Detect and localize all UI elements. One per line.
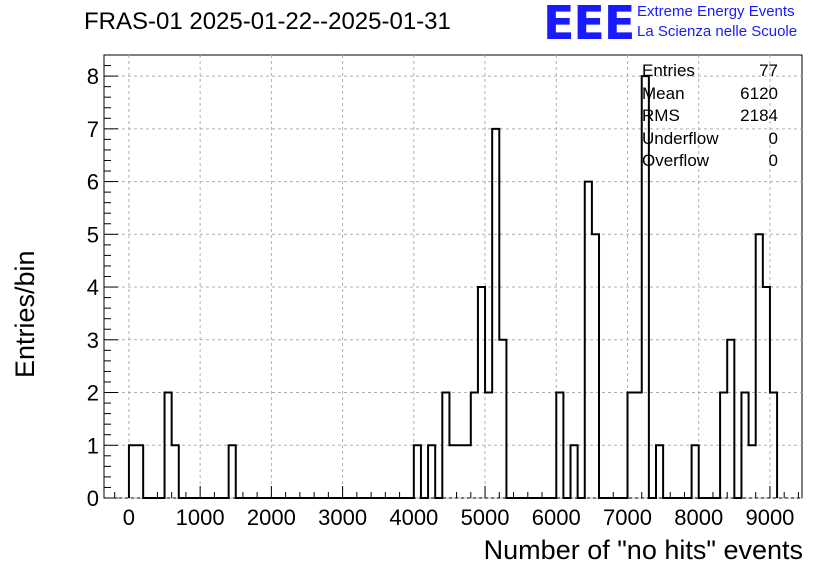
stat-value: 2184 bbox=[740, 106, 778, 125]
y-tick-label: 2 bbox=[87, 381, 99, 406]
stat-row-overflow: Overflow 0 bbox=[642, 150, 778, 173]
y-tick-label: 5 bbox=[87, 222, 99, 247]
chart-title: FRAS-01 2025-01-22--2025-01-31 bbox=[84, 8, 451, 35]
stat-value: 0 bbox=[768, 151, 778, 170]
histogram-bin bbox=[229, 445, 236, 498]
histogram-bin bbox=[656, 445, 663, 498]
histogram-bin bbox=[727, 340, 734, 498]
axes: 0 1000 2000 3000 4000 5000 6000 7000 8000 9000 0 1 2… bbox=[87, 64, 799, 530]
stat-row-mean: Mean 6120 bbox=[642, 83, 778, 106]
x-axis-label: Number of "no hits" events bbox=[483, 535, 803, 565]
y-tick-label: 1 bbox=[87, 433, 99, 458]
logo-caption-line1: Extreme Energy Events bbox=[637, 3, 795, 20]
x-tick-label: 7000 bbox=[603, 505, 652, 530]
stat-value: 77 bbox=[759, 61, 778, 80]
x-tick-label: 5000 bbox=[461, 505, 510, 530]
histogram-bin bbox=[499, 340, 506, 498]
histogram-bin bbox=[172, 445, 179, 498]
logo-caption: Extreme Energy Events La Scienza nelle S… bbox=[637, 2, 797, 42]
histogram-bin bbox=[414, 445, 421, 498]
y-axis-label: Entries/bin bbox=[10, 250, 40, 378]
y-tick-label: 3 bbox=[87, 328, 99, 353]
stat-row-entries: Entries 77 bbox=[642, 60, 778, 83]
stat-value: 6120 bbox=[740, 83, 778, 103]
stat-row-underflow: Underflow 0 bbox=[642, 128, 778, 151]
y-tick-label: 4 bbox=[87, 275, 99, 300]
stat-label: Overflow bbox=[642, 151, 710, 170]
logo-caption-line2: La Scienza nelle Scuole bbox=[637, 23, 798, 40]
y-tick-label: 0 bbox=[87, 486, 99, 511]
y-tick-label: 8 bbox=[87, 64, 99, 89]
x-tick-label: 9000 bbox=[745, 505, 794, 530]
histogram-bin bbox=[571, 445, 578, 498]
y-tick-label: 6 bbox=[87, 170, 99, 195]
histogram-bin bbox=[136, 445, 143, 498]
histogram-bin bbox=[464, 445, 471, 498]
eee-logo-icon: EEE bbox=[543, 0, 635, 50]
stat-label: Underflow bbox=[642, 128, 719, 148]
histogram-outline bbox=[127, 75, 779, 499]
stat-row-rms: RMS 2184 bbox=[642, 105, 778, 128]
x-tick-label: 6000 bbox=[532, 505, 581, 530]
stat-value: 0 bbox=[768, 128, 778, 148]
x-tick-label: 1000 bbox=[176, 505, 225, 530]
y-tick-label: 7 bbox=[87, 117, 99, 142]
x-tick-label: 4000 bbox=[389, 505, 438, 530]
x-tick-label: 0 bbox=[123, 505, 135, 530]
histogram-bin bbox=[449, 445, 456, 498]
histogram-bin bbox=[592, 234, 599, 498]
histogram-bars bbox=[127, 75, 779, 499]
histogram-bin bbox=[749, 445, 756, 498]
histogram-bin bbox=[692, 445, 699, 498]
stat-label: RMS bbox=[642, 106, 680, 125]
stat-label: Entries bbox=[642, 61, 695, 80]
stat-label: Mean bbox=[642, 83, 685, 103]
histogram-bin bbox=[428, 445, 435, 498]
x-tick-label: 2000 bbox=[247, 505, 296, 530]
histogram-bin bbox=[129, 445, 136, 498]
histogram-bin bbox=[756, 234, 763, 498]
x-tick-label: 8000 bbox=[674, 505, 723, 530]
histogram-bin bbox=[457, 445, 464, 498]
grid-lines bbox=[104, 55, 802, 499]
histogram-bin bbox=[492, 129, 499, 498]
x-tick-label: 3000 bbox=[318, 505, 367, 530]
stats-box: Entries 77 Mean 6120 RMS 2184 Underflow 0 Ov… bbox=[642, 60, 778, 173]
